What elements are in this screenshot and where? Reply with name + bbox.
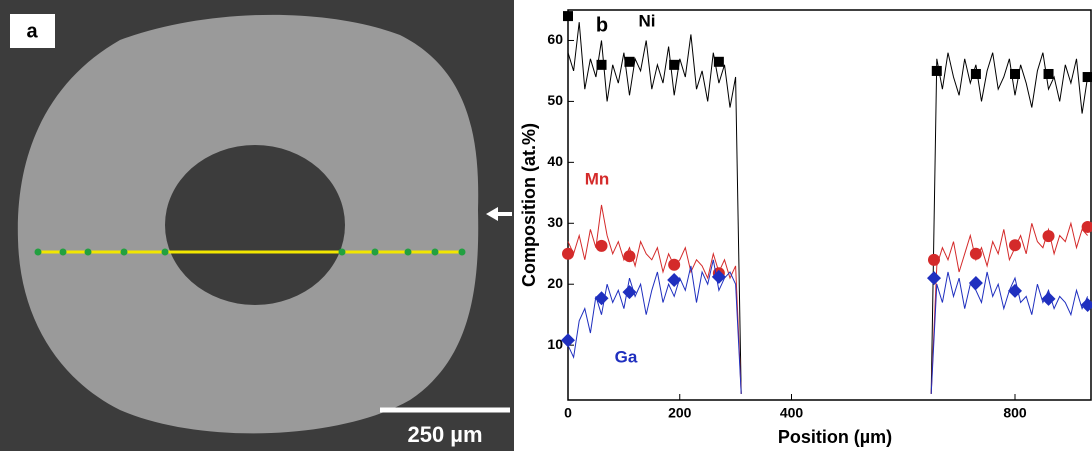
x-tick-label: 400 (780, 405, 804, 421)
marker (1082, 72, 1092, 83)
marker (624, 56, 635, 67)
marker (969, 247, 982, 260)
marker (931, 65, 942, 76)
marker (667, 272, 682, 287)
y-tick-label: 40 (547, 153, 563, 169)
marker (927, 253, 940, 266)
x-tick-label: 200 (668, 405, 692, 421)
series-line (567, 259, 1089, 394)
series-label: Ni (639, 11, 656, 30)
chart: 10 20 30 40 50 60 0 200 400 800 Position (µm) Compo… (519, 9, 1092, 447)
x-tick-label: 800 (1003, 405, 1027, 421)
panel-label-box (10, 14, 55, 48)
x-axis-label: Position (µm) (778, 427, 892, 447)
marker (563, 11, 573, 22)
y-tick-label: 60 (547, 31, 563, 47)
marker (1041, 291, 1056, 306)
series-label: Ga (615, 347, 638, 366)
series-label: Mn (585, 169, 610, 188)
arrow (486, 207, 512, 221)
plot-frame (567, 9, 1092, 401)
marker (1042, 230, 1055, 243)
marker (968, 276, 983, 290)
marker (713, 56, 724, 67)
panel-label: b (596, 14, 608, 36)
series-line (567, 204, 1088, 394)
marker (926, 271, 941, 286)
marker (1081, 220, 1092, 233)
panel-label: a (26, 20, 38, 42)
scan-points (34, 248, 466, 256)
marker (561, 333, 575, 348)
marker (596, 59, 607, 70)
marker (668, 258, 681, 271)
marker (622, 285, 637, 300)
marker (595, 239, 608, 252)
marker (669, 59, 680, 70)
marker (594, 291, 609, 306)
marker (711, 269, 726, 284)
marker (562, 247, 574, 260)
marker (1080, 297, 1092, 312)
marker (1010, 68, 1021, 79)
marker (623, 250, 636, 263)
x-tick-label: 0 (564, 405, 572, 421)
scale-bar-label: 250 µm (407, 422, 482, 447)
marker (970, 68, 981, 79)
marker (1008, 283, 1023, 298)
y-tick-label: 30 (547, 214, 563, 230)
ring-hole (165, 145, 345, 305)
y-tick-label: 10 (547, 336, 563, 352)
y-tick-label: 20 (547, 275, 563, 291)
y-tick-label: 50 (547, 92, 563, 108)
y-axis-label: Composition (at.%) (519, 123, 539, 287)
series-line (567, 22, 1089, 394)
marker (1009, 239, 1022, 252)
micrograph: a 250 µm (0, 0, 514, 451)
marker (1043, 68, 1054, 79)
